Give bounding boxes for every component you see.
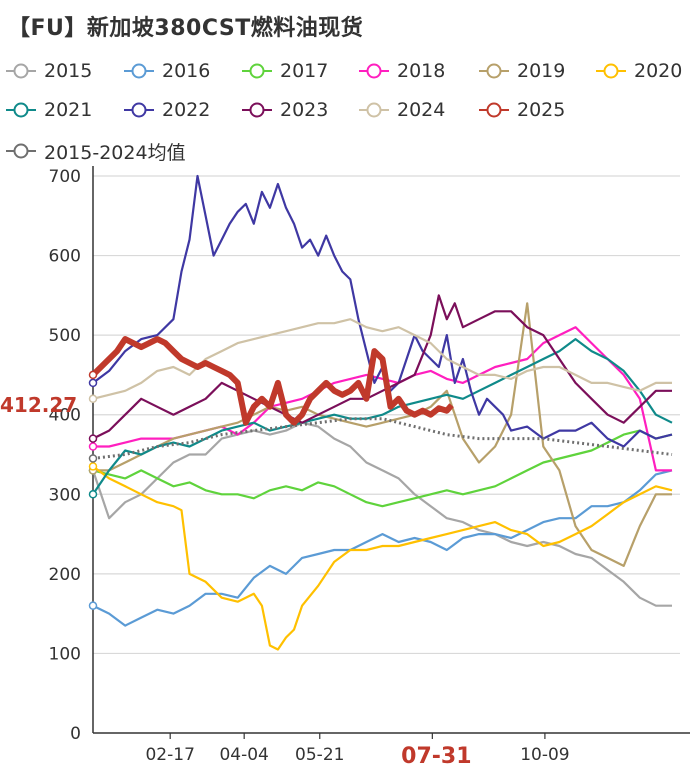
- series-point-2021: [88, 490, 98, 499]
- x-tick-label: 10-09: [520, 745, 569, 765]
- legend-item-2015[interactable]: 2015: [4, 58, 92, 84]
- x-tick-label: 05-21: [295, 745, 344, 765]
- legend-item-2021[interactable]: 2021: [4, 97, 92, 123]
- legend-item-2025[interactable]: 2025: [477, 97, 565, 123]
- series-line-2017: [92, 429, 673, 508]
- legend-item-2018[interactable]: 2018: [357, 58, 445, 84]
- legend-label: 2021: [44, 99, 93, 121]
- x-tick-label: 04-04: [219, 745, 268, 765]
- y-tick-label: 600: [49, 247, 81, 267]
- legend-item-2016[interactable]: 2016: [122, 58, 210, 84]
- legend-marker-icon: [242, 63, 272, 79]
- series-point-2016: [88, 601, 98, 610]
- series-line-2021: [92, 338, 673, 495]
- series-line-2020: [92, 465, 673, 651]
- series-line-2024: [92, 318, 672, 400]
- legend-label: 2025: [517, 99, 566, 121]
- current-date-bg: [398, 739, 475, 768]
- legend-marker-icon: [242, 102, 272, 118]
- legend-marker-icon: [359, 63, 389, 79]
- series-line-2018: [93, 326, 672, 472]
- legend-marker-icon: [6, 143, 36, 159]
- series-point-2018: [88, 442, 98, 451]
- legend-marker-icon: [359, 102, 389, 118]
- y-tick-label: 300: [49, 485, 81, 505]
- legend-label: 2015: [44, 60, 93, 82]
- legend-label: 2024: [397, 99, 446, 121]
- current-value-label: 412.27: [0, 393, 77, 417]
- x-tick-label: 02-17: [145, 745, 194, 765]
- y-tick-label: 400: [49, 406, 81, 426]
- legend-marker-icon: [479, 63, 509, 79]
- chart-title: 【FU】新加坡380CST燃料油现货: [8, 16, 364, 41]
- legend-label: 2020: [634, 60, 683, 82]
- legend-label: 2019: [517, 60, 566, 82]
- legend-label: 2023: [280, 99, 329, 121]
- legend-item-2023[interactable]: 2023: [240, 97, 328, 123]
- y-tick-label: 500: [49, 326, 81, 346]
- series-point-2025: [88, 370, 98, 380]
- legend-item-2019[interactable]: 2019: [477, 58, 565, 84]
- legend-label: 2022: [162, 99, 211, 121]
- y-tick-label: 100: [49, 644, 81, 664]
- series-point-2024: [88, 394, 98, 404]
- series-point-2022: [88, 378, 98, 388]
- legend-label: 2016: [162, 60, 211, 82]
- series-line-2016: [92, 469, 673, 627]
- legend-marker-icon: [479, 102, 509, 118]
- series-line-2025: [90, 336, 454, 426]
- legend-label: 2015-2024均值: [44, 141, 186, 164]
- legend-item-2024[interactable]: 2024: [357, 97, 445, 123]
- legend-marker-icon: [596, 63, 626, 79]
- legend-item-2015-2024均值[interactable]: 2015-2024均值: [4, 138, 186, 164]
- series-line-2023: [92, 294, 672, 440]
- legend-item-2020[interactable]: 2020: [594, 58, 682, 84]
- series-line-2019: [93, 302, 672, 567]
- y-tick-label: 700: [49, 167, 81, 187]
- series-point-2020: [88, 462, 98, 471]
- y-tick-label: 200: [49, 565, 81, 585]
- legend-label: 2017: [280, 60, 329, 82]
- legend-marker-icon: [6, 63, 36, 79]
- legend-marker-icon: [6, 102, 36, 118]
- legend-marker-icon: [124, 102, 154, 118]
- legend-item-2022[interactable]: 2022: [122, 97, 210, 123]
- current-date-label: 07-31: [401, 744, 471, 768]
- series-point-2015-2024均值: [88, 454, 98, 463]
- series-line-2022: [92, 174, 673, 448]
- legend-marker-icon: [124, 63, 154, 79]
- legend-label: 2018: [397, 60, 446, 82]
- series-point-2023: [88, 434, 98, 443]
- series-line-2015: [91, 421, 672, 607]
- legend-item-2017[interactable]: 2017: [240, 58, 328, 84]
- y-tick-label: 0: [70, 724, 81, 744]
